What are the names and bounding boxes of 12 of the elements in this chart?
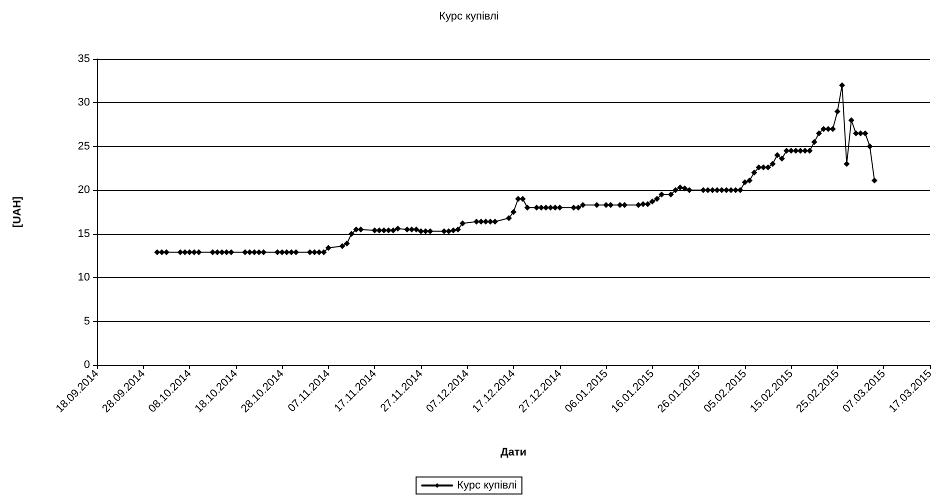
y-tick-label: 35 — [78, 53, 90, 65]
x-axis-title: Дати — [500, 446, 527, 458]
y-tick-label: 5 — [84, 315, 90, 328]
y-tick-label: 20 — [78, 184, 90, 196]
chart-title: Курс купівлі — [439, 10, 499, 22]
y-tick-label: 30 — [78, 96, 90, 109]
y-tick-label: 0 — [84, 359, 90, 371]
legend-label: Курс купівлі — [457, 480, 517, 492]
y-axis-title: [UAH] — [12, 196, 24, 228]
y-tick-label: 25 — [78, 140, 90, 152]
y-tick-label: 15 — [78, 228, 90, 240]
y-tick-label: 10 — [78, 272, 90, 284]
